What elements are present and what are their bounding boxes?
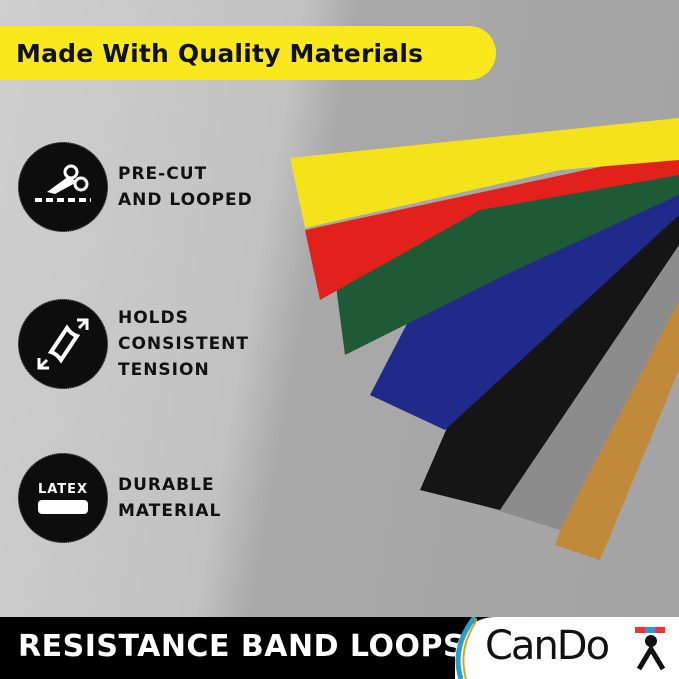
band-green	[330, 165, 679, 355]
stretch-tension-icon	[18, 299, 108, 389]
headline: Made With Quality Materials	[16, 38, 424, 68]
headline-banner: Made With Quality Materials	[0, 26, 496, 80]
feature-text: DURABLE MATERIAL	[118, 475, 222, 521]
footer-bar: RESISTANCE BAND LOOPS CanDo	[0, 617, 679, 679]
band-yellow	[290, 118, 679, 228]
feature-pre-cut: PRE-CUT AND LOOPED	[18, 142, 253, 232]
band-blue	[370, 175, 679, 430]
band-red	[305, 150, 679, 300]
feature-durable: LATEX DURABLE MATERIAL	[18, 453, 221, 543]
feature-text: HOLDS CONSISTENT TENSION	[118, 308, 250, 380]
brand-name: CanDo	[485, 623, 610, 669]
latex-label: LATEX	[37, 482, 89, 497]
person-logo-icon	[635, 627, 666, 671]
latex-icon: LATEX	[18, 453, 108, 543]
feature-text: PRE-CUT AND LOOPED	[118, 164, 253, 210]
feature-tension: HOLDS CONSISTENT TENSION	[18, 299, 249, 389]
scissors-cut-icon	[18, 142, 108, 232]
footer-title: RESISTANCE BAND LOOPS	[18, 629, 466, 664]
cando-logo: CanDo	[455, 617, 679, 679]
